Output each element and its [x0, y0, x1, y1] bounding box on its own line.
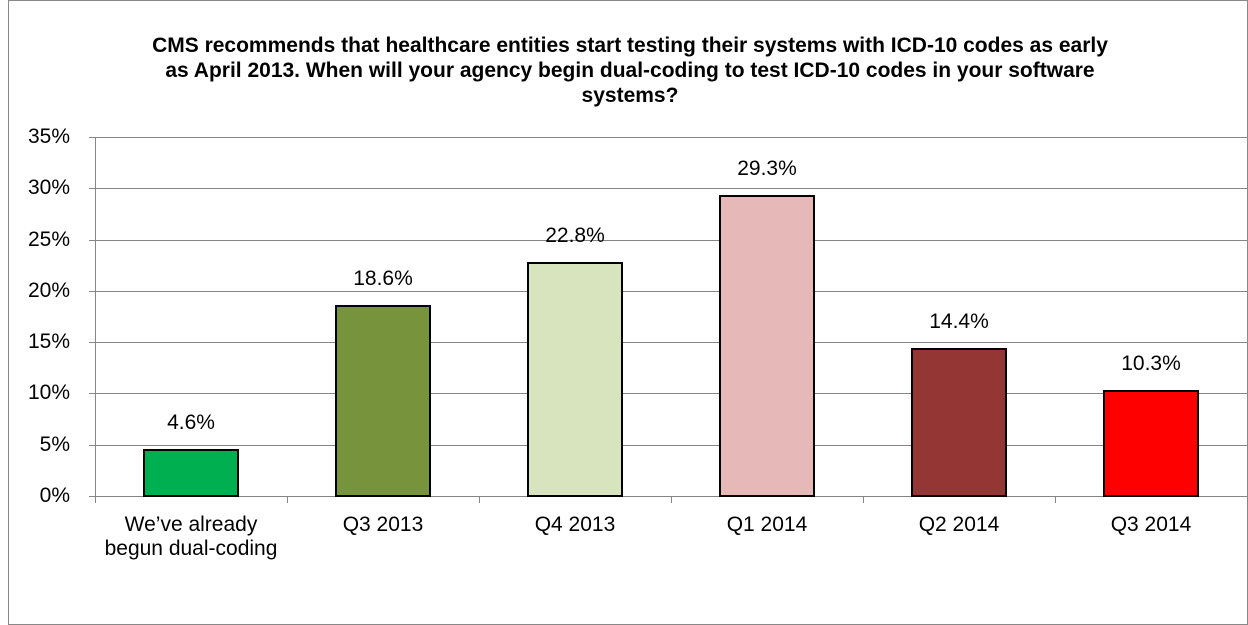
x-tick-label: Q3 2014 [1110, 513, 1192, 536]
grid-line [95, 137, 1247, 138]
y-axis [95, 137, 96, 496]
x-tick-label: We’ve already begun dual-coding [104, 513, 278, 560]
grid-line [95, 188, 1247, 190]
value-label: 18.6% [353, 267, 413, 291]
bar [335, 305, 431, 497]
grid-line [95, 342, 1247, 344]
x-tick-mark [671, 496, 672, 503]
y-tick-mark [89, 290, 95, 292]
y-tick-mark [89, 496, 95, 497]
x-tick-mark [1055, 496, 1056, 503]
y-tick-mark [89, 444, 95, 446]
x-tick-label: Q2 2014 [918, 513, 1000, 536]
bar [1103, 390, 1199, 497]
value-label: 29.3% [737, 157, 797, 181]
y-tick-label: 5% [39, 432, 70, 456]
x-tick-label: Q3 2013 [342, 513, 424, 536]
y-tick-mark [89, 137, 95, 138]
y-tick-label: 35% [27, 125, 70, 148]
x-tick-mark [287, 496, 288, 503]
y-tick-label: 25% [27, 227, 70, 251]
y-tick-mark [89, 342, 95, 344]
grid-line [95, 393, 1247, 395]
value-label: 22.8% [545, 224, 605, 248]
x-tick-label: Q1 2014 [726, 513, 808, 536]
y-tick-label: 0% [39, 484, 70, 507]
x-tick-mark [95, 496, 96, 503]
grid-line [95, 239, 1247, 241]
value-label: 4.6% [167, 410, 215, 434]
chart-title: CMS recommends that healthcare entities … [152, 34, 1108, 107]
value-label: 14.4% [929, 310, 989, 334]
y-tick-label: 20% [27, 278, 70, 302]
bar [143, 448, 239, 497]
x-tick-mark [479, 496, 480, 503]
value-label: 10.3% [1121, 352, 1181, 376]
bar [527, 262, 623, 497]
y-tick-mark [89, 393, 95, 395]
bar [911, 348, 1007, 497]
y-tick-label: 30% [27, 176, 70, 200]
grid-line [95, 444, 1247, 446]
y-tick-mark [89, 239, 95, 241]
y-tick-mark [89, 188, 95, 190]
grid-line [95, 290, 1247, 292]
y-tick-label: 15% [27, 330, 70, 354]
y-tick-label: 10% [27, 381, 70, 405]
bar [719, 195, 815, 497]
x-tick-label: Q4 2013 [534, 513, 616, 536]
x-tick-mark [863, 496, 864, 503]
